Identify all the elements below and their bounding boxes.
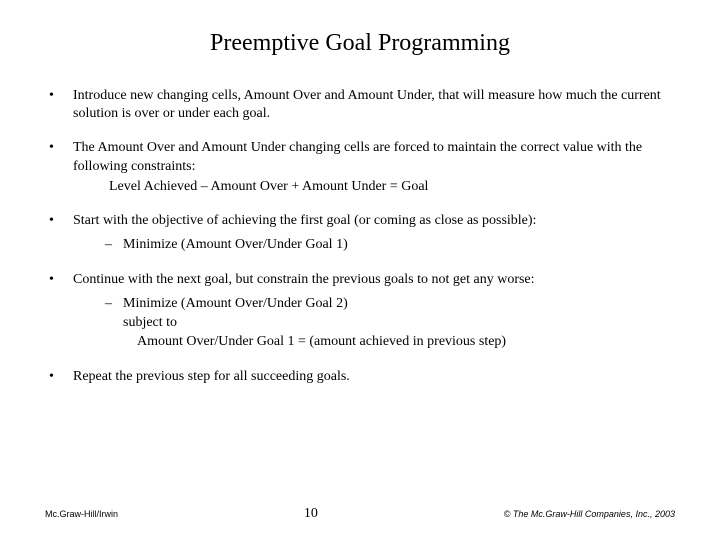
dash-text: Minimize (Amount Over/Under Goal 2): [123, 296, 348, 311]
bullet-item: Start with the objective of achieving th…: [45, 212, 675, 255]
footer: Mc.Graw-Hill/Irwin 10 © The Mc.Graw-Hill…: [45, 506, 675, 522]
bullet-text: Continue with the next goal, but constra…: [73, 272, 535, 287]
footer-left: Mc.Graw-Hill/Irwin: [45, 509, 118, 519]
dash-text-line2: subject to: [123, 315, 177, 330]
bullet-item: Repeat the previous step for all succeed…: [45, 368, 675, 386]
slide-title: Preemptive Goal Programming: [45, 30, 675, 57]
bullet-text: Start with the objective of achieving th…: [73, 213, 536, 228]
bullet-text: The Amount Over and Amount Under changin…: [73, 140, 642, 173]
bullet-list: Introduce new changing cells, Amount Ove…: [45, 87, 675, 386]
bullet-item: The Amount Over and Amount Under changin…: [45, 139, 675, 196]
dash-list: Minimize (Amount Over/Under Goal 1): [73, 236, 675, 255]
dash-item: Minimize (Amount Over/Under Goal 1): [73, 236, 675, 255]
bullet-item: Introduce new changing cells, Amount Ove…: [45, 87, 675, 123]
dash-text-line3: Amount Over/Under Goal 1 = (amount achie…: [123, 333, 675, 352]
page-number: 10: [304, 506, 318, 522]
footer-copyright: © The Mc.Graw-Hill Companies, Inc., 2003: [504, 509, 675, 519]
bullet-text: Repeat the previous step for all succeed…: [73, 369, 350, 384]
dash-item: Minimize (Amount Over/Under Goal 2) subj…: [73, 295, 675, 352]
bullet-item: Continue with the next goal, but constra…: [45, 271, 675, 352]
bullet-text: Introduce new changing cells, Amount Ove…: [73, 88, 661, 121]
dash-text: Minimize (Amount Over/Under Goal 1): [123, 237, 348, 252]
bullet-subtext: Level Achieved – Amount Over + Amount Un…: [73, 178, 675, 196]
slide: Preemptive Goal Programming Introduce ne…: [0, 0, 720, 540]
dash-list: Minimize (Amount Over/Under Goal 2) subj…: [73, 295, 675, 352]
